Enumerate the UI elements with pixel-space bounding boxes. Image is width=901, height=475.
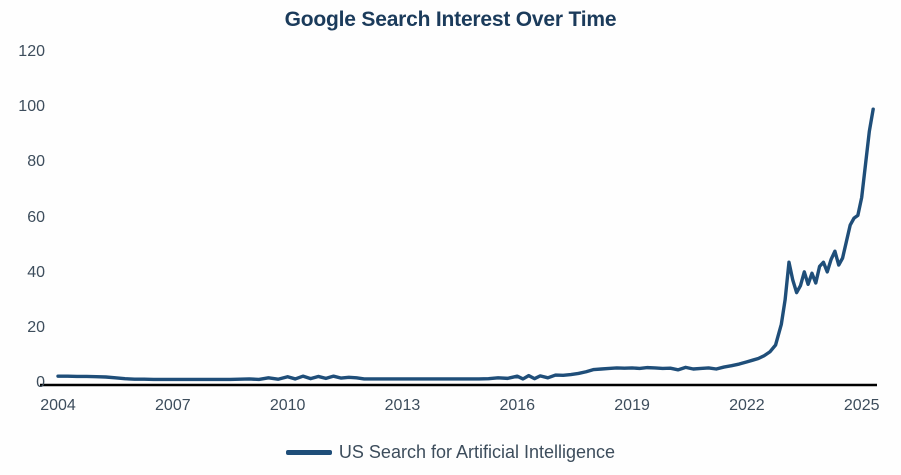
x-axis-tick-label: 2007 — [155, 397, 191, 414]
chart-legend: US Search for Artificial Intelligence — [0, 443, 901, 461]
x-axis-tick-label: 2013 — [384, 397, 421, 414]
x-axis-tick-label: 2025 — [843, 397, 880, 414]
page-title: Google Search Interest Over Time — [284, 8, 617, 31]
x-axis-tick-label: 2016 — [499, 397, 536, 414]
x-axis-tick-label: 2019 — [614, 397, 650, 414]
x-axis-tick-label: 2010 — [269, 397, 306, 414]
x-axis-tick-label: 2004 — [40, 397, 76, 414]
data-line-series — [56, 107, 875, 382]
x-axis-tick-label: 2022 — [729, 397, 765, 414]
y-axis-tick-label: 100 — [18, 98, 45, 116]
legend-line-swatch — [285, 449, 332, 455]
y-axis-tick-label: 80 — [27, 153, 45, 171]
legend-item-label: US Search for Artificial Intelligence — [338, 442, 616, 462]
y-axis-tick-label: 20 — [27, 318, 45, 336]
series-group — [56, 107, 875, 382]
y-axis-tick-label: 0 — [36, 374, 45, 391]
y-axis-tick-label: 120 — [18, 43, 45, 60]
y-axis-tick-label: 40 — [27, 263, 45, 281]
y-axis-tick-label: 60 — [27, 208, 45, 226]
